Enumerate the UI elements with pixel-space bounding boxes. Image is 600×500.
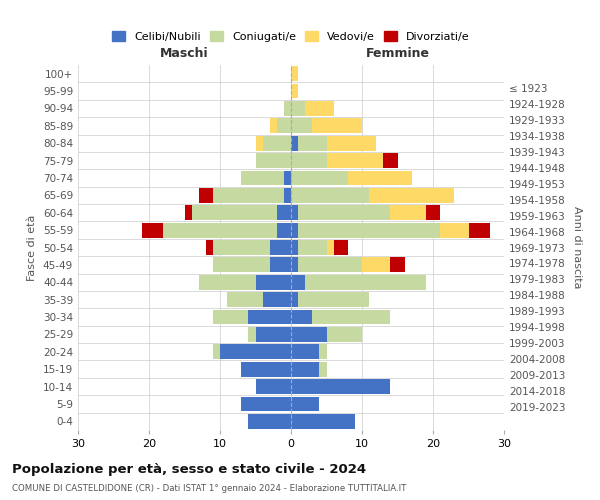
Bar [248, 327, 256, 342]
Bar [298, 222, 440, 238]
Bar [291, 136, 298, 150]
Bar [291, 414, 355, 428]
Bar [313, 310, 391, 324]
Bar [326, 240, 334, 255]
Bar [163, 222, 277, 238]
Bar [263, 292, 291, 307]
Legend: Celibi/Nubili, Coniugati/e, Vedovi/e, Divorziati/e: Celibi/Nubili, Coniugati/e, Vedovi/e, Di… [108, 27, 474, 46]
Bar [248, 310, 291, 324]
Bar [391, 206, 426, 220]
Bar [298, 292, 369, 307]
Bar [213, 188, 284, 202]
Bar [227, 292, 263, 307]
Y-axis label: Anni di nascita: Anni di nascita [572, 206, 582, 289]
Bar [291, 170, 348, 186]
Bar [291, 362, 319, 376]
Bar [277, 206, 291, 220]
Y-axis label: Fasce di età: Fasce di età [28, 214, 37, 280]
Bar [440, 222, 469, 238]
Bar [305, 101, 334, 116]
Bar [191, 206, 277, 220]
Bar [319, 362, 326, 376]
Bar [270, 118, 277, 133]
Bar [313, 118, 362, 133]
Bar [284, 170, 291, 186]
Bar [291, 327, 326, 342]
Bar [391, 258, 404, 272]
Bar [291, 379, 391, 394]
Bar [270, 258, 291, 272]
Text: Popolazione per età, sesso e stato civile - 2024: Popolazione per età, sesso e stato civil… [12, 462, 366, 475]
Bar [284, 188, 291, 202]
Bar [291, 222, 298, 238]
Bar [142, 222, 163, 238]
Bar [213, 310, 248, 324]
Bar [326, 136, 376, 150]
Bar [256, 275, 291, 289]
Bar [220, 344, 291, 359]
Bar [298, 258, 362, 272]
Bar [213, 258, 270, 272]
Bar [426, 206, 440, 220]
Bar [291, 275, 305, 289]
Bar [291, 344, 319, 359]
Bar [348, 170, 412, 186]
Bar [270, 240, 291, 255]
Bar [291, 153, 326, 168]
Bar [199, 188, 213, 202]
Bar [326, 153, 383, 168]
Bar [277, 118, 291, 133]
Bar [291, 66, 298, 81]
Bar [291, 396, 319, 411]
Bar [298, 240, 326, 255]
Bar [291, 206, 298, 220]
Bar [305, 275, 426, 289]
Bar [256, 136, 263, 150]
Bar [369, 188, 454, 202]
Bar [256, 379, 291, 394]
Bar [383, 153, 398, 168]
Text: Maschi: Maschi [160, 47, 209, 60]
Bar [298, 136, 326, 150]
Text: Femmine: Femmine [365, 47, 430, 60]
Bar [291, 118, 313, 133]
Bar [213, 240, 270, 255]
Bar [326, 327, 362, 342]
Bar [319, 344, 326, 359]
Bar [298, 206, 391, 220]
Bar [199, 275, 256, 289]
Bar [291, 101, 305, 116]
Bar [248, 414, 291, 428]
Bar [284, 101, 291, 116]
Bar [291, 258, 298, 272]
Bar [291, 188, 369, 202]
Bar [206, 240, 213, 255]
Bar [277, 222, 291, 238]
Bar [241, 170, 284, 186]
Text: COMUNE DI CASTELDIDONE (CR) - Dati ISTAT 1° gennaio 2024 - Elaborazione TUTTITAL: COMUNE DI CASTELDIDONE (CR) - Dati ISTAT… [12, 484, 406, 493]
Bar [334, 240, 348, 255]
Bar [291, 240, 298, 255]
Bar [241, 396, 291, 411]
Bar [256, 153, 291, 168]
Bar [241, 362, 291, 376]
Bar [362, 258, 391, 272]
Bar [185, 206, 191, 220]
Bar [469, 222, 490, 238]
Bar [263, 136, 291, 150]
Bar [291, 84, 298, 98]
Bar [291, 292, 298, 307]
Bar [213, 344, 220, 359]
Bar [256, 327, 291, 342]
Bar [291, 310, 313, 324]
